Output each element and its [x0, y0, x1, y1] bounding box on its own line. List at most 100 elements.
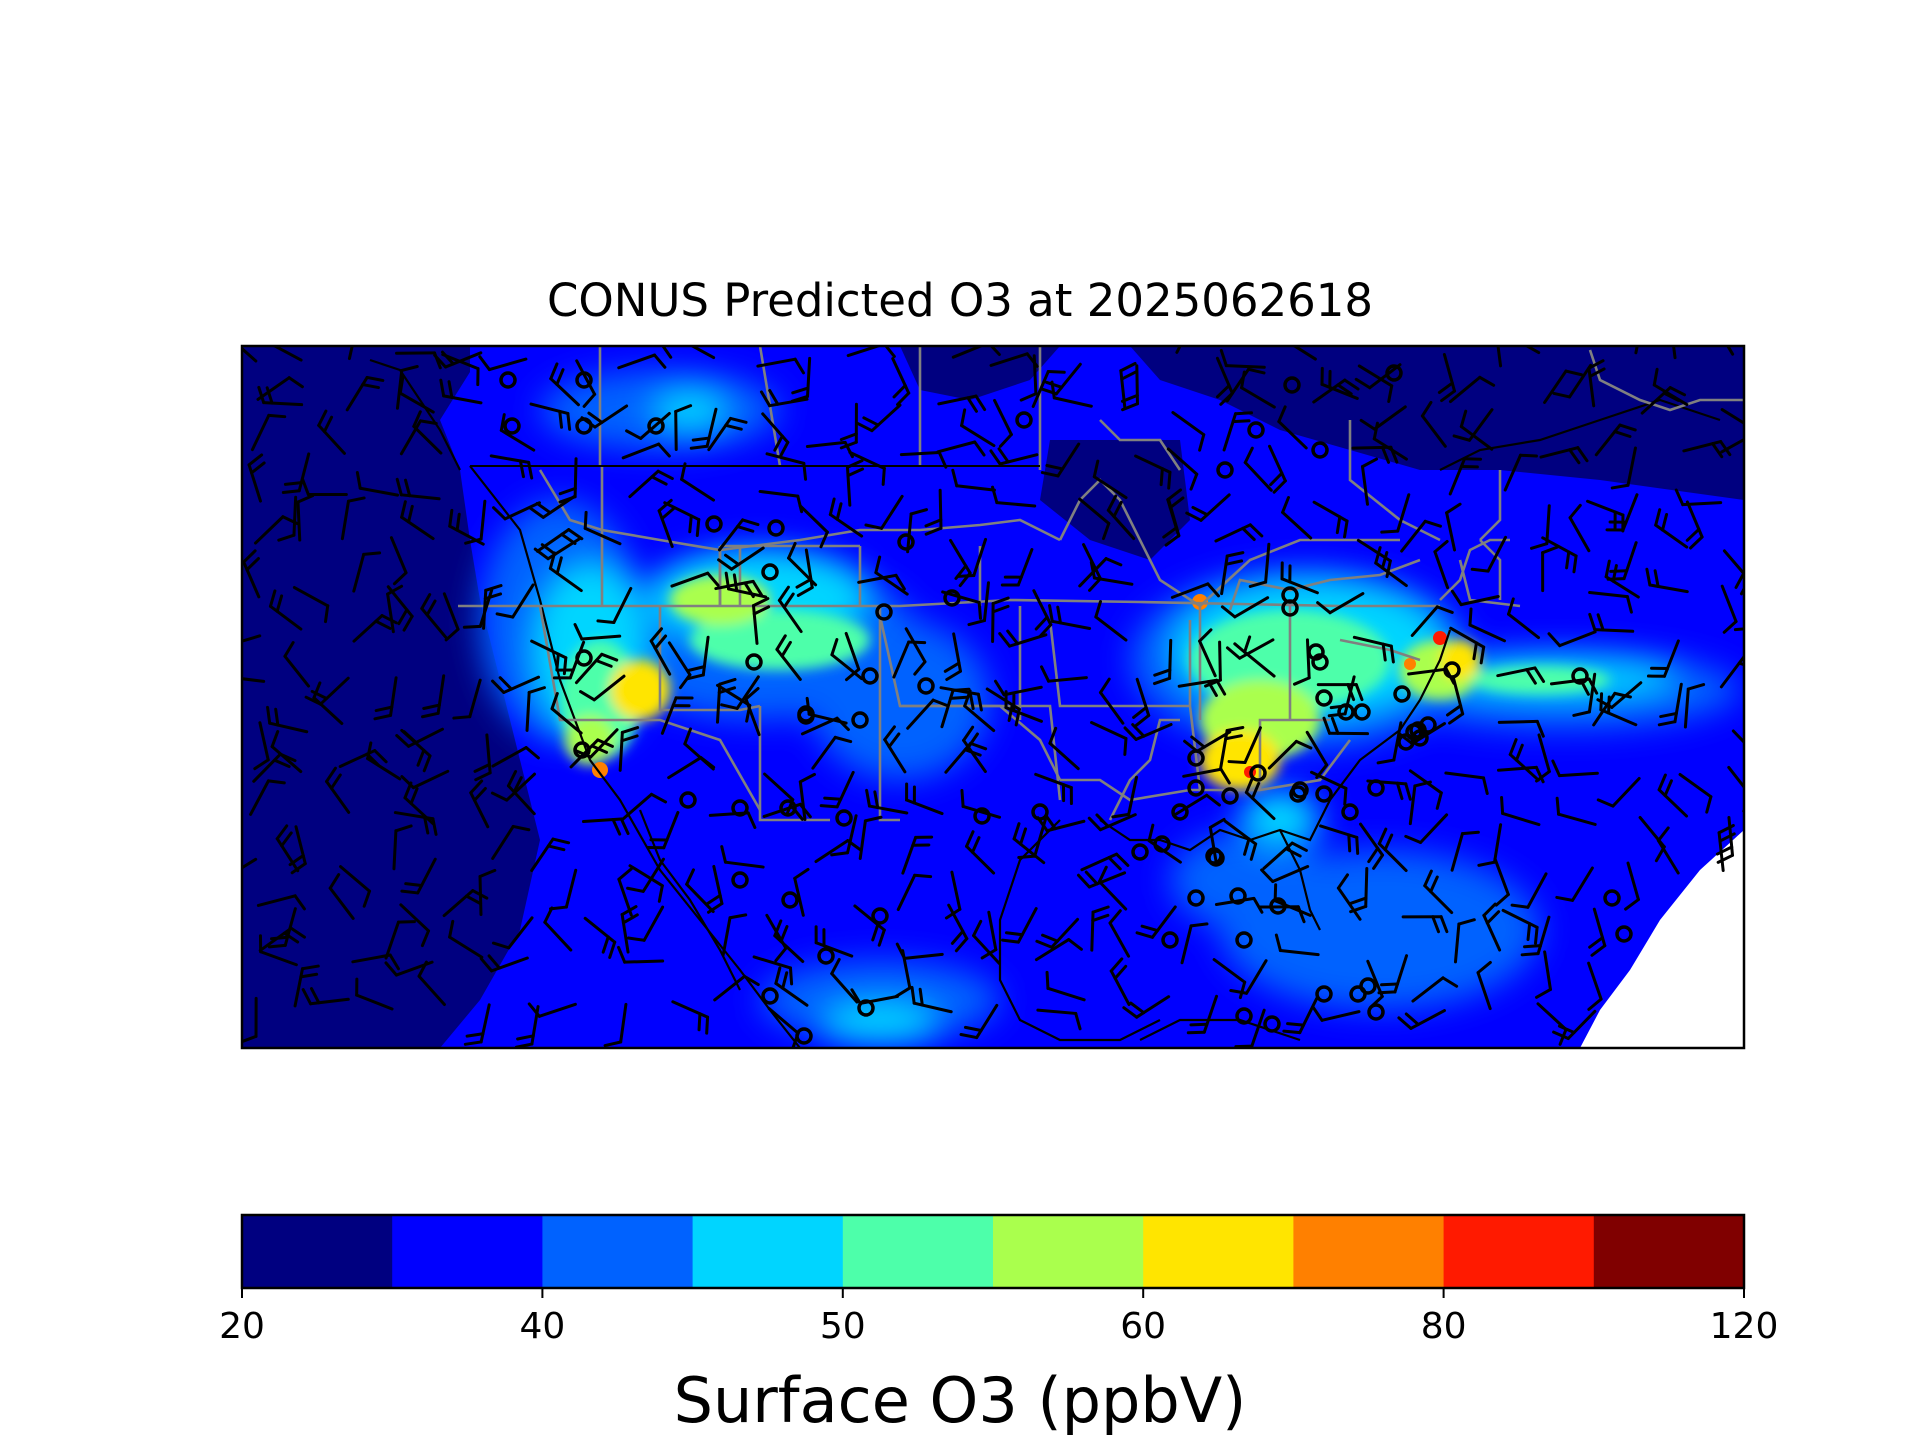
wind-barb: [1588, 590, 1633, 614]
wind-barb: [857, 573, 906, 591]
wind-barb: [965, 830, 996, 875]
wind-barb: [989, 447, 1039, 466]
wind-barb: [940, 687, 971, 729]
wind-barb: [581, 817, 630, 836]
wind-barb: [266, 705, 309, 734]
wind-barb: [1476, 960, 1492, 1011]
wind-barb: [1423, 869, 1454, 915]
wind-barb: [448, 919, 484, 959]
wind-barb: [991, 596, 1010, 643]
wind-barb: [906, 698, 950, 730]
wind-barb: [1094, 600, 1128, 642]
wind-barb: [626, 857, 665, 893]
wind-barb: [814, 925, 854, 958]
wind-barb: [1227, 726, 1262, 764]
observation-site: [573, 741, 591, 759]
wind-barb: [1036, 1008, 1082, 1031]
wind-barb: [1089, 560, 1134, 586]
wind-barb: [625, 411, 671, 440]
wind-barb: [1552, 1009, 1597, 1041]
wind-barb: [1186, 994, 1219, 1035]
wind-barb: [951, 468, 996, 492]
colorbar-bin-1: [392, 1215, 543, 1288]
wind-barb: [301, 478, 348, 497]
wind-barb: [752, 955, 794, 986]
wind-barb: [1529, 504, 1551, 550]
wind-barb: [1031, 370, 1066, 408]
wind-barb: [1400, 519, 1442, 553]
wind-barb: [1280, 561, 1319, 595]
wind-barb: [617, 945, 665, 964]
wind-barb: [765, 452, 808, 481]
wind-barb: [936, 440, 986, 457]
wind-barb: [646, 810, 680, 850]
wind-barb: [883, 725, 907, 774]
wind-barb: [787, 541, 818, 587]
observation-site: [575, 417, 593, 435]
wind-barb: [489, 454, 534, 480]
wind-barb: [439, 378, 483, 405]
map-panel: [242, 346, 1744, 1048]
wind-barb: [864, 494, 904, 530]
wind-barb: [258, 934, 298, 967]
wind-barb: [340, 496, 366, 541]
observation-sites: [499, 364, 1633, 1045]
wind-barb: [761, 412, 790, 459]
observation-site: [835, 809, 853, 827]
wind-barb: [448, 508, 485, 546]
observation-site: [875, 603, 893, 621]
wind-barb: [386, 584, 404, 634]
colorbar-bin-6: [1143, 1215, 1294, 1288]
observation-site: [1235, 1007, 1253, 1025]
wind-barb: [384, 920, 416, 960]
wind-barb: [242, 549, 261, 599]
wind-barb: [1624, 861, 1640, 911]
wind-barb: [1397, 1009, 1446, 1030]
wind-barb: [1357, 364, 1394, 404]
observation-site: [745, 653, 763, 671]
wind-barb: [1106, 494, 1136, 541]
wind-barb: [506, 770, 536, 816]
wind-barb: [680, 462, 716, 502]
wind-barb: [351, 953, 400, 971]
map-frame: [240, 344, 1746, 1050]
wind-barb: [1380, 493, 1411, 534]
wind-barb: [1672, 346, 1677, 360]
wind-barb: [1535, 950, 1552, 999]
wind-barb: [1132, 677, 1151, 727]
wind-barb: [271, 346, 303, 362]
wind-barb: [1048, 604, 1092, 630]
wind-barb: [1229, 959, 1268, 995]
wind-barb: [579, 674, 626, 702]
wind-barb: [1089, 721, 1128, 756]
wind-barb: [1727, 765, 1744, 813]
wind-barb: [892, 640, 927, 679]
wind-barb: [258, 926, 306, 952]
wind-barb: [626, 905, 665, 942]
wind-barb: [268, 589, 303, 631]
wind-barb: [1450, 589, 1500, 607]
wind-barb: [1243, 635, 1276, 678]
wind-barb: [400, 500, 435, 541]
wind-barb: [328, 873, 355, 920]
wind-barb: [469, 779, 490, 829]
wind-barb: [663, 501, 701, 537]
colorbar-ticks: 20 40 50 60 80 120: [219, 1288, 1778, 1347]
colorbar-bin-8: [1443, 1215, 1595, 1288]
wind-barb: [1719, 655, 1744, 689]
wind-barb: [1291, 346, 1317, 361]
wind-barb: [491, 746, 540, 768]
wind-barb: [1359, 405, 1407, 431]
wind-barb: [1212, 958, 1247, 1000]
wind-barb: [960, 408, 996, 448]
wind-barb: [1674, 488, 1723, 507]
wind-barb: [1420, 400, 1447, 448]
observation-site: [761, 563, 779, 581]
wind-barb: [530, 837, 571, 872]
wind-barb: [1092, 459, 1128, 500]
wind-barb: [1477, 823, 1503, 867]
observation-site: [1131, 843, 1149, 861]
wind-barb: [891, 357, 911, 407]
observation-site: [1393, 685, 1411, 703]
wind-barb: [275, 824, 300, 873]
